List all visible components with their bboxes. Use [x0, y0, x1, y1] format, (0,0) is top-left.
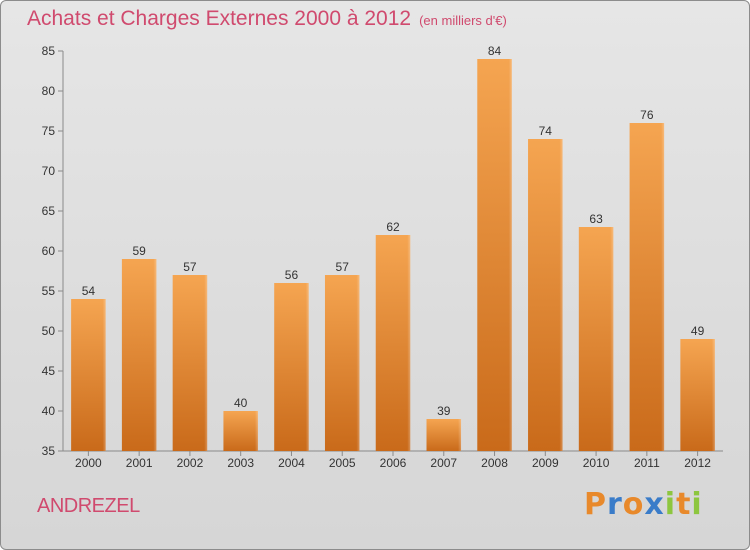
y-tick-label: 85	[42, 44, 56, 58]
logo-letter: r	[607, 487, 623, 522]
chart-unit-label: (en milliers d'€)	[419, 13, 507, 28]
logo-letter: t	[676, 487, 692, 522]
x-tick-label: 2003	[227, 456, 254, 470]
bar-highlight	[204, 275, 208, 451]
bar-highlight	[102, 299, 106, 451]
y-tick-label: 75	[42, 124, 56, 138]
bar	[121, 259, 157, 451]
y-tick-label: 60	[42, 244, 56, 258]
data-label: 63	[589, 212, 603, 226]
bar-highlight	[356, 275, 360, 451]
bar-highlight	[305, 283, 309, 451]
bar-highlight	[153, 259, 157, 451]
x-tick-label: 2005	[329, 456, 356, 470]
x-tick-label: 2012	[684, 456, 711, 470]
x-tick-label: 2007	[430, 456, 457, 470]
proxiti-logo: Proxiti	[584, 487, 703, 522]
bar	[528, 139, 563, 451]
data-label: 62	[386, 220, 400, 234]
city-name: ANDREZEL	[37, 495, 140, 517]
bar	[629, 123, 665, 451]
bar	[274, 283, 309, 451]
x-tick-label: 2010	[583, 456, 610, 470]
data-label: 74	[539, 124, 553, 138]
y-tick-label: 45	[42, 364, 56, 378]
y-tick-label: 40	[42, 404, 56, 418]
data-label: 76	[640, 108, 654, 122]
data-label: 54	[82, 284, 96, 298]
chart-title: Achats et Charges Externes 2000 à 2012 (e…	[27, 7, 507, 31]
bar-highlight	[407, 235, 411, 451]
data-label: 56	[285, 268, 299, 282]
data-label: 59	[132, 244, 146, 258]
bar-highlight	[661, 123, 665, 451]
logo-letter: o	[622, 487, 645, 522]
x-tick-label: 2001	[126, 456, 153, 470]
x-tick-label: 2011	[634, 456, 660, 470]
data-label: 40	[234, 396, 248, 410]
x-tick-label: 2000	[75, 456, 102, 470]
y-tick-label: 50	[42, 324, 56, 338]
logo-letter: x	[644, 487, 665, 522]
data-label: 39	[437, 404, 451, 418]
logo-letter: P	[584, 487, 607, 522]
bar	[426, 419, 462, 451]
bar-highlight	[254, 411, 258, 451]
bar	[578, 227, 614, 451]
bar-highlight	[458, 419, 462, 451]
bar	[680, 339, 715, 451]
bar	[223, 411, 258, 451]
logo-letter: i	[664, 487, 677, 522]
bar	[324, 275, 360, 451]
x-tick-label: 2006	[380, 456, 407, 470]
x-tick-label: 2004	[278, 456, 305, 470]
bar-highlight	[711, 339, 715, 451]
bar	[71, 299, 106, 451]
y-tick-label: 35	[42, 444, 56, 458]
bar	[172, 275, 208, 451]
bar	[375, 235, 411, 451]
bar-highlight	[559, 139, 563, 451]
y-tick-label: 70	[42, 164, 56, 178]
chart-title-text: Achats et Charges Externes 2000 à 2012	[27, 7, 412, 30]
data-label: 49	[691, 324, 705, 338]
bar-highlight	[508, 59, 512, 451]
data-label: 57	[336, 260, 350, 274]
bar-highlight	[610, 227, 614, 451]
y-tick-label: 55	[42, 284, 56, 298]
y-tick-label: 80	[42, 84, 56, 98]
x-tick-label: 2002	[177, 456, 204, 470]
data-label: 57	[183, 260, 197, 274]
bar	[477, 59, 512, 451]
x-tick-label: 2009	[532, 456, 559, 470]
data-label: 84	[488, 44, 502, 58]
x-tick-label: 2008	[481, 456, 508, 470]
y-tick-label: 65	[42, 204, 56, 218]
logo-letter: i	[691, 487, 703, 522]
